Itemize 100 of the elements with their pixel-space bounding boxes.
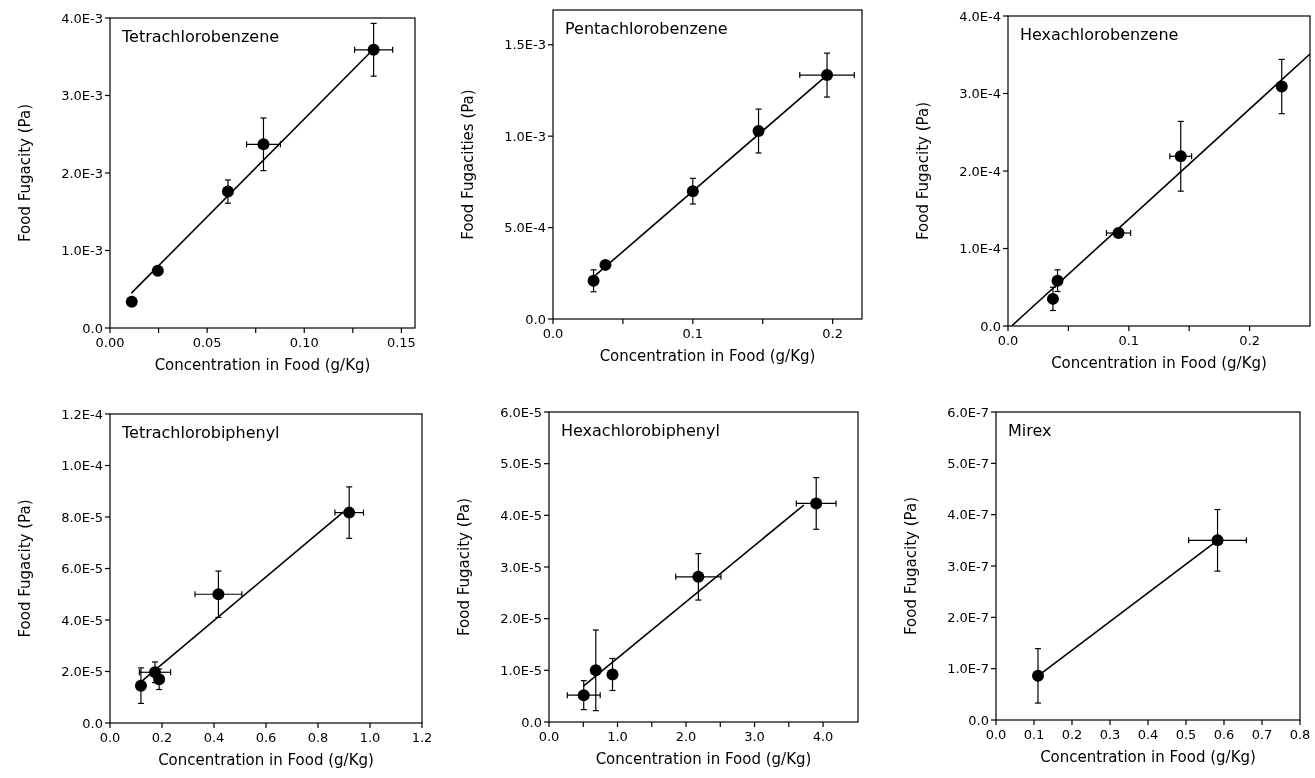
text: Hexachlorobiphenyl <box>561 421 720 440</box>
y-tick-label: 2.0E-5 <box>500 611 542 627</box>
y-tick-label: 4.0E-4 <box>959 8 1001 24</box>
point <box>589 664 602 677</box>
y-tick-label: 5.0E-4 <box>504 220 546 236</box>
y-tick-label: 2.0E-5 <box>61 664 103 679</box>
y-tick-label: 0.0 <box>82 715 103 731</box>
y-tick-label: 3.0E-4 <box>959 86 1001 101</box>
y-tick-label: 4.0E-7 <box>947 507 989 523</box>
y-axis-title: Food Fugacity (Pa) <box>902 497 920 635</box>
x-tick-label: 0.7 <box>1251 727 1273 742</box>
y-tick-label: 3.0E-3 <box>61 88 103 103</box>
y-tick-label: 1.5E-3 <box>504 37 546 53</box>
x-tick-label: 0.0 <box>542 326 564 341</box>
text: Mirex <box>1008 421 1052 440</box>
y-tick-label: 0.0 <box>525 311 546 327</box>
x-tick-label: 0.3 <box>1099 727 1121 742</box>
y-axis-title: Food Fugacities (Pa) <box>459 89 477 240</box>
y-tick-label: 6.0E-5 <box>500 404 542 420</box>
x-tick-label: 1.0 <box>359 730 381 745</box>
x-tick-label: 4.0 <box>812 729 834 744</box>
y-tick-label: 5.0E-7 <box>947 455 989 471</box>
x-tick-label: 0.15 <box>386 335 416 350</box>
x-tick-label: 0.2 <box>1239 333 1260 348</box>
point <box>1046 292 1059 305</box>
text: Tetrachlorobiphenyl <box>121 423 280 442</box>
y-tick-label: 0.0 <box>521 714 542 730</box>
point <box>1275 80 1288 93</box>
point <box>367 43 380 56</box>
point <box>587 274 600 287</box>
x-tick-label: 0.6 <box>255 730 277 745</box>
x-tick-label: 1.2 <box>411 730 433 745</box>
point <box>1051 274 1064 287</box>
text: Tetrachlorobenzene <box>121 27 280 46</box>
y-tick-label: 1.0E-7 <box>947 661 989 677</box>
y-tick-label: 1.0E-3 <box>504 128 546 144</box>
text: Hexachlorobenzene <box>1020 25 1179 44</box>
x-tick-label: 0.2 <box>151 730 173 745</box>
y-axis-title: Food Fugacity (Pa) <box>16 499 34 638</box>
x-tick-label: 0.4 <box>203 730 225 745</box>
point <box>752 125 765 138</box>
point <box>134 679 147 692</box>
point <box>221 185 234 198</box>
point <box>1112 227 1125 239</box>
x-axis-title: Concentration in Food (g/Kg) <box>154 356 371 374</box>
y-tick-label: 2.0E-3 <box>61 165 103 181</box>
point <box>810 497 823 510</box>
y-tick-label: 5.0E-5 <box>500 456 542 472</box>
x-tick-label: 0.1 <box>1118 333 1140 348</box>
x-axis-title: Concentration in Food (g/Kg) <box>599 347 816 365</box>
y-tick-label: 4.0E-3 <box>61 10 103 26</box>
x-axis-title: Concentration in Food (g/Kg) <box>1040 748 1256 766</box>
point <box>153 673 166 686</box>
point <box>577 689 590 702</box>
x-tick-label: 2.0 <box>675 729 697 744</box>
y-tick-label: 0.0 <box>968 712 989 728</box>
point <box>606 668 619 681</box>
x-tick-label: 0.8 <box>1289 727 1311 742</box>
x-tick-label: 0.2 <box>1061 727 1083 742</box>
text: Pentachlorobenzene <box>565 19 728 38</box>
x-tick-label: 0.2 <box>822 326 843 341</box>
x-axis-title: Concentration in Food (g/Kg) <box>595 750 812 768</box>
y-axis-title: Food Fugacity (Pa) <box>455 498 473 636</box>
y-tick-label: 1.0E-4 <box>61 458 103 473</box>
y-tick-label: 2.0E-7 <box>947 609 989 625</box>
x-tick-label: 0.00 <box>95 335 125 350</box>
x-tick-label: 0.0 <box>99 730 121 745</box>
x-tick-label: 0.1 <box>1023 727 1045 742</box>
y-tick-label: 1.0E-5 <box>500 662 542 678</box>
y-tick-label: 2.0E-4 <box>959 163 1001 179</box>
point <box>212 588 225 601</box>
x-tick-label: 0.4 <box>1137 727 1159 742</box>
x-tick-label: 0.05 <box>192 335 222 350</box>
y-tick-label: 8.0E-5 <box>61 509 103 525</box>
x-tick-label: 1.0 <box>607 729 628 744</box>
y-axis-title: Food Fugacity (Pa) <box>16 104 34 242</box>
x-tick-label: 0.0 <box>997 333 1019 348</box>
x-axis-title: Concentration in Food (g/Kg) <box>158 751 374 769</box>
point <box>599 258 612 271</box>
y-tick-label: 6.0E-5 <box>61 561 103 576</box>
y-tick-label: 4.0E-5 <box>61 612 103 628</box>
point <box>692 570 705 583</box>
y-tick-label: 6.0E-7 <box>947 404 989 420</box>
x-tick-label: 0.10 <box>289 335 319 350</box>
x-axis-title: Concentration in Food (g/Kg) <box>1051 354 1267 372</box>
point <box>686 185 699 198</box>
y-tick-label: 3.0E-5 <box>500 559 542 575</box>
y-tick-label: 1.0E-4 <box>959 241 1001 256</box>
y-tick-label: 4.0E-5 <box>500 507 542 523</box>
x-tick-label: 0.1 <box>682 326 704 341</box>
point <box>257 138 270 151</box>
x-tick-label: 3.0 <box>744 729 765 744</box>
y-tick-label: 3.0E-7 <box>947 558 989 574</box>
x-tick-label: 0.8 <box>307 730 329 745</box>
point <box>151 264 164 277</box>
x-tick-label: 0.6 <box>1213 727 1235 742</box>
y-tick-label: 1.2E-4 <box>61 406 103 422</box>
point <box>1174 150 1187 163</box>
y-axis-title: Food Fugacity (Pa) <box>914 102 932 240</box>
point <box>125 295 138 308</box>
